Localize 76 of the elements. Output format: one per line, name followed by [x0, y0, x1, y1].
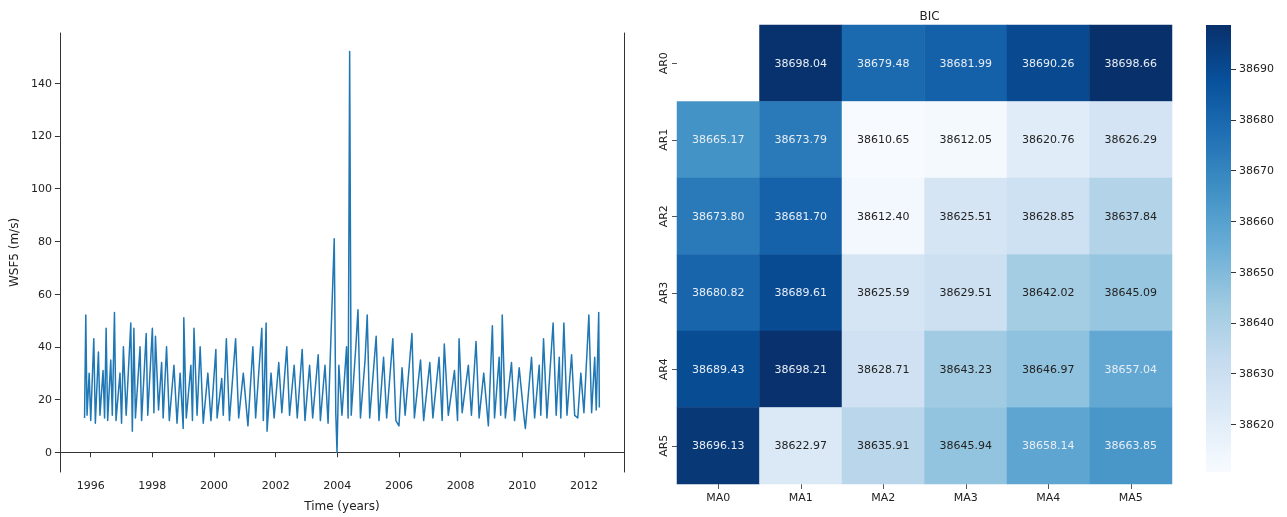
- x-tick-label: 2012: [569, 479, 598, 492]
- data-label: 38673.80: [692, 209, 745, 223]
- data-label: 38612.05: [939, 133, 992, 147]
- data-label: 38689.61: [774, 286, 827, 300]
- y-tick-label: 120: [30, 129, 52, 143]
- x-tick-label: 1996: [76, 479, 105, 492]
- y-tick-label: 20: [37, 392, 52, 406]
- data-label: 38689.43: [692, 362, 745, 376]
- data-label: 38635.91: [857, 439, 910, 453]
- data-label: 38698.04: [774, 56, 827, 70]
- color-bar-label: 38630: [1239, 367, 1274, 381]
- data-label: 38665.17: [692, 133, 745, 147]
- data-label: 38620.76: [1022, 133, 1075, 147]
- y-tick-label: 100: [30, 182, 52, 196]
- line-series: [83, 50, 601, 453]
- data-label: 38681.70: [774, 209, 827, 223]
- y-tick-label: 60: [37, 287, 52, 301]
- data-label: 38622.97: [774, 439, 827, 453]
- data-label: 38637.84: [1104, 209, 1157, 223]
- y-tick-label: AR5: [657, 434, 670, 457]
- data-label: 38628.85: [1022, 209, 1075, 223]
- data-label: 38610.65: [857, 133, 910, 147]
- data-label: 38645.09: [1104, 286, 1157, 300]
- color-bar-label: 38680: [1239, 113, 1274, 127]
- color-bar-label: 38670: [1239, 164, 1274, 178]
- x-tick-label: 2010: [508, 479, 537, 492]
- data-label: 38673.79: [774, 133, 827, 147]
- x-tick-label: 2006: [384, 479, 413, 492]
- data-label: 38612.40: [857, 209, 910, 223]
- y-tick-label: AR1: [657, 128, 670, 151]
- data-label: 38645.94: [939, 439, 992, 453]
- data-label: 38658.14: [1022, 439, 1075, 453]
- y-axis-title: WSF5 (m/s): [7, 217, 21, 288]
- color-bar-label: 38660: [1239, 214, 1274, 228]
- x-tick-label: 2000: [200, 479, 229, 492]
- x-tick-label: MA2: [871, 491, 896, 504]
- data-label: 38642.02: [1022, 286, 1075, 300]
- y-tick-label: AR2: [657, 205, 670, 228]
- y-tick-label: AR0: [657, 52, 670, 75]
- data-label: 38696.13: [692, 439, 745, 453]
- y-tick-label: 140: [30, 76, 52, 90]
- x-tick-label: MA3: [953, 491, 978, 504]
- y-tick-label: AR4: [657, 358, 670, 381]
- data-label: 38625.59: [857, 286, 910, 300]
- color-bar-label: 38640: [1239, 316, 1274, 330]
- chart-title: BIC: [919, 9, 940, 23]
- data-label: 38679.48: [857, 56, 910, 70]
- data-label: 38698.21: [774, 362, 827, 376]
- y-tick-label: 0: [44, 445, 52, 459]
- data-label: 38625.51: [939, 209, 992, 223]
- x-tick-label: MA4: [1036, 491, 1061, 504]
- y-tick-label: 80: [37, 234, 52, 248]
- data-label: 38657.04: [1104, 362, 1157, 376]
- x-tick-label: MA1: [788, 491, 813, 504]
- y-tick-label: 40: [37, 340, 52, 354]
- data-label: 38698.66: [1104, 56, 1157, 70]
- y-tick-label: AR3: [657, 281, 670, 304]
- data-label: 38663.85: [1104, 439, 1157, 453]
- x-tick-label: 2002: [261, 479, 290, 492]
- data-label: 38628.71: [857, 362, 910, 376]
- data-label: 38646.97: [1022, 362, 1075, 376]
- color-bar-label: 38690: [1239, 62, 1274, 76]
- data-label: 38680.82: [692, 286, 745, 300]
- color-bar-label: 38620: [1239, 418, 1274, 432]
- x-tick-label: 1998: [138, 479, 167, 492]
- x-tick-label: MA5: [1118, 491, 1143, 504]
- data-label: 38681.99: [939, 56, 992, 70]
- x-tick-label: 2008: [446, 479, 475, 492]
- data-label: 38690.26: [1022, 56, 1075, 70]
- data-label: 38643.23: [939, 362, 992, 376]
- data-label: 38629.51: [939, 286, 992, 300]
- data-label: 38626.29: [1104, 133, 1157, 147]
- x-tick-label: MA0: [706, 491, 731, 504]
- x-axis-title: Time (years): [303, 499, 380, 513]
- x-tick-label: 2004: [323, 479, 352, 492]
- color-bar-label: 38650: [1239, 265, 1274, 279]
